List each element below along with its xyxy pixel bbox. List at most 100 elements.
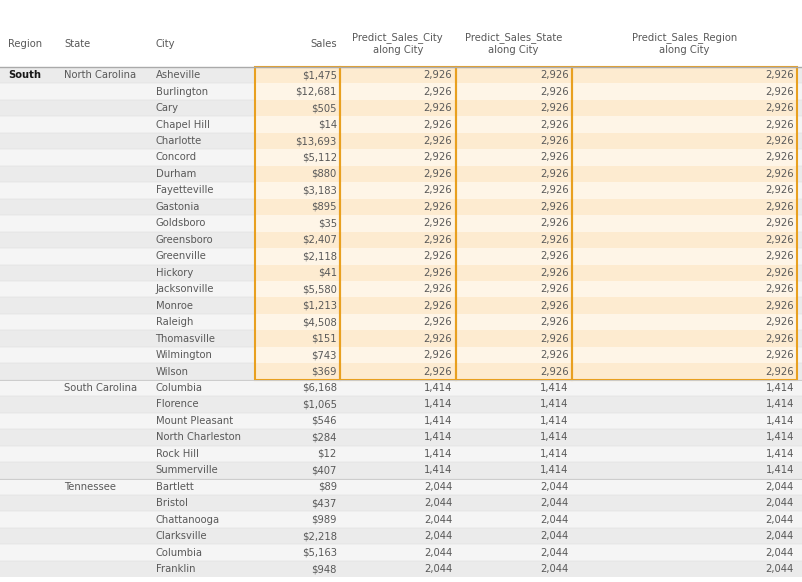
Text: Chapel Hill: Chapel Hill	[156, 119, 209, 130]
Bar	[456, 232, 572, 248]
Text: $407: $407	[311, 466, 337, 475]
Bar	[456, 182, 572, 198]
Bar	[255, 116, 340, 133]
Text: Jacksonville: Jacksonville	[156, 284, 214, 294]
Bar	[456, 248, 572, 264]
Bar	[0, 396, 802, 413]
Text: $3,183: $3,183	[302, 186, 337, 196]
Text: State: State	[64, 38, 91, 49]
Bar	[255, 215, 340, 232]
Text: 2,926: 2,926	[765, 301, 794, 311]
Text: 2,926: 2,926	[765, 268, 794, 278]
Text: 2,926: 2,926	[765, 202, 794, 212]
Bar	[340, 116, 456, 133]
Text: 1,414: 1,414	[424, 416, 452, 426]
Bar	[0, 363, 802, 380]
Bar	[456, 133, 572, 149]
Text: Columbia: Columbia	[156, 383, 203, 393]
Text: $1,065: $1,065	[302, 399, 337, 410]
Text: Greensboro: Greensboro	[156, 235, 213, 245]
Text: 1,414: 1,414	[541, 432, 569, 442]
Bar	[255, 264, 340, 281]
Text: Predict_Sales_City
along City: Predict_Sales_City along City	[353, 32, 443, 55]
Text: $89: $89	[318, 482, 337, 492]
Bar	[255, 297, 340, 314]
Text: 1,414: 1,414	[541, 449, 569, 459]
Text: 2,926: 2,926	[423, 350, 452, 360]
Text: 2,926: 2,926	[423, 202, 452, 212]
Bar	[0, 67, 802, 83]
Text: 2,044: 2,044	[424, 531, 452, 541]
Text: North Charleston: North Charleston	[156, 432, 241, 442]
Text: 2,926: 2,926	[423, 136, 452, 146]
Text: 2,926: 2,926	[540, 202, 569, 212]
Text: 2,926: 2,926	[423, 218, 452, 228]
Text: $1,213: $1,213	[302, 301, 337, 311]
Bar	[340, 83, 456, 100]
Text: 2,926: 2,926	[540, 251, 569, 261]
Text: 2,926: 2,926	[765, 103, 794, 113]
Bar	[0, 248, 802, 264]
Bar	[0, 512, 802, 528]
Bar	[255, 281, 340, 297]
Bar	[255, 331, 340, 347]
Text: 1,414: 1,414	[541, 399, 569, 410]
Bar	[572, 149, 797, 166]
Text: $369: $369	[311, 367, 337, 377]
Bar	[456, 264, 572, 281]
Text: 2,926: 2,926	[423, 301, 452, 311]
Bar	[340, 314, 456, 331]
Bar	[0, 347, 802, 363]
Text: $505: $505	[311, 103, 337, 113]
Text: 2,926: 2,926	[423, 186, 452, 196]
Text: Greenville: Greenville	[156, 251, 206, 261]
Bar	[456, 83, 572, 100]
Text: $895: $895	[311, 202, 337, 212]
Bar	[255, 363, 340, 380]
Bar	[456, 331, 572, 347]
Bar	[572, 331, 797, 347]
Bar	[340, 100, 456, 116]
Bar	[0, 561, 802, 577]
Bar	[572, 248, 797, 264]
Text: 2,926: 2,926	[423, 235, 452, 245]
Text: Cary: Cary	[156, 103, 179, 113]
Text: 2,926: 2,926	[765, 350, 794, 360]
Bar	[456, 281, 572, 297]
Text: 2,926: 2,926	[540, 284, 569, 294]
Bar	[255, 248, 340, 264]
Bar	[255, 83, 340, 100]
Bar	[572, 166, 797, 182]
Bar	[456, 100, 572, 116]
Bar	[255, 67, 340, 380]
Text: $880: $880	[312, 169, 337, 179]
Text: $14: $14	[318, 119, 337, 130]
Bar	[0, 380, 802, 396]
Text: 1,414: 1,414	[766, 449, 794, 459]
Text: 2,926: 2,926	[423, 70, 452, 80]
Text: Region: Region	[8, 38, 43, 49]
Bar	[456, 297, 572, 314]
Text: $12: $12	[318, 449, 337, 459]
Bar	[340, 133, 456, 149]
Text: 2,926: 2,926	[423, 317, 452, 327]
Text: 2,044: 2,044	[424, 498, 452, 508]
Text: 2,926: 2,926	[423, 333, 452, 343]
Bar	[255, 100, 340, 116]
Text: $5,112: $5,112	[302, 152, 337, 162]
Text: 2,926: 2,926	[765, 186, 794, 196]
Bar	[0, 232, 802, 248]
Text: 2,926: 2,926	[540, 152, 569, 162]
Text: 2,044: 2,044	[766, 498, 794, 508]
Bar	[255, 67, 340, 83]
Bar	[572, 347, 797, 363]
Bar	[0, 20, 802, 67]
Text: North Carolina: North Carolina	[64, 70, 136, 80]
Bar	[0, 215, 802, 232]
Bar	[0, 495, 802, 512]
Text: City: City	[156, 38, 175, 49]
Text: Thomasville: Thomasville	[156, 333, 216, 343]
Text: 2,044: 2,044	[424, 548, 452, 558]
Text: 2,044: 2,044	[541, 531, 569, 541]
Text: 2,926: 2,926	[540, 235, 569, 245]
